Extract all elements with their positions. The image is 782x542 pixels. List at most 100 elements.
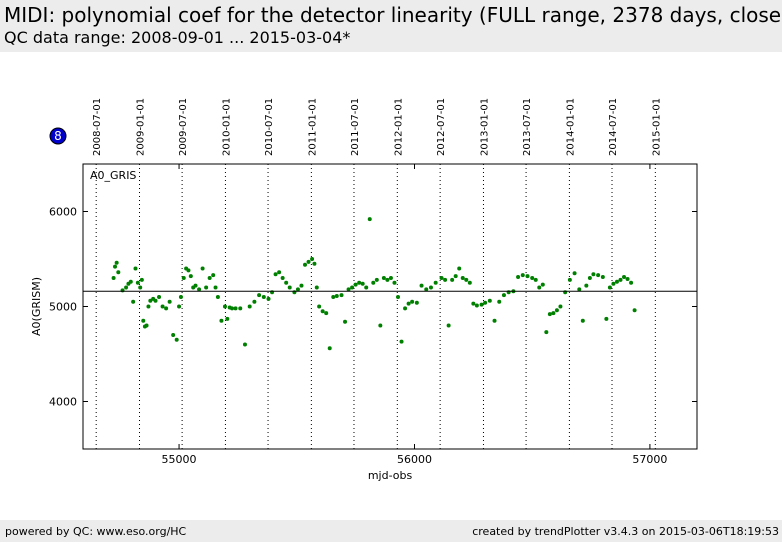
point (591, 272, 596, 277)
point (116, 270, 121, 275)
date-tick-label: 2014-01-01 (565, 98, 576, 156)
point (483, 300, 488, 305)
point (371, 280, 376, 285)
point (312, 261, 317, 266)
point (403, 306, 408, 311)
point (360, 281, 365, 286)
point (138, 285, 143, 290)
point (324, 311, 329, 316)
point (357, 280, 362, 285)
x-axis-label: mjd-obs (368, 469, 413, 482)
point (317, 304, 322, 309)
point (632, 308, 637, 313)
badge: 8 (54, 129, 62, 143)
date-tick-label: 2011-07-01 (350, 98, 361, 156)
point (419, 283, 424, 288)
date-tick-label: 2012-07-01 (436, 98, 447, 156)
point (287, 285, 292, 290)
date-tick-label: 2015-01-01 (651, 98, 662, 156)
point (343, 319, 348, 324)
point (148, 298, 153, 303)
point (277, 270, 282, 275)
point (406, 301, 411, 306)
point (577, 287, 582, 292)
point (207, 276, 212, 280)
point (428, 285, 433, 290)
point (295, 287, 300, 292)
point (222, 304, 227, 309)
point (414, 300, 419, 305)
point (614, 279, 619, 284)
point (242, 342, 247, 347)
point (584, 283, 589, 288)
point (113, 264, 118, 269)
subtitle: QC data range: 2008-09-01 ... 2015-03-04… (4, 28, 351, 47)
point (399, 339, 404, 344)
point (299, 283, 304, 288)
point (525, 274, 530, 279)
point (607, 285, 612, 290)
point (487, 298, 492, 303)
point (453, 274, 458, 279)
point (622, 275, 627, 280)
point (551, 311, 556, 316)
point (188, 274, 193, 279)
point (501, 293, 506, 298)
point (135, 280, 140, 285)
chart: 8 2008-07-01 2009-01-01 2009-07-01 2010-01-… (30, 98, 698, 482)
y-axis-label: A0(GRISM) (30, 277, 43, 336)
badge-circle (49, 127, 67, 145)
footer-right: created by trendPlotter v3.4.3 on 2015-0… (472, 525, 779, 538)
point (215, 295, 220, 299)
point (233, 306, 238, 311)
point (530, 276, 535, 280)
point (558, 304, 563, 309)
point (160, 304, 165, 309)
point (567, 277, 572, 282)
date-tick-label: 2012-01-01 (393, 98, 404, 156)
point (385, 277, 390, 282)
point (410, 299, 415, 304)
point (457, 266, 462, 271)
point (146, 304, 151, 309)
point (273, 272, 278, 277)
point (320, 309, 325, 314)
point (520, 273, 525, 278)
point (396, 295, 401, 299)
x-tick-label: 56000 (397, 453, 432, 466)
point (230, 306, 235, 311)
plot-area (82, 163, 698, 450)
point (618, 277, 623, 282)
header: MIDI: polynomial coef for the detector l… (0, 0, 782, 52)
point (177, 304, 182, 309)
point (252, 299, 257, 304)
date-tick-label: 2013-07-01 (522, 98, 533, 156)
footer-left: powered by QC: www.eso.org/HC (5, 525, 187, 538)
date-tick-label: 2010-01-01 (221, 98, 232, 156)
title: MIDI: polynomial coef for the detector l… (4, 3, 782, 27)
point (133, 266, 138, 271)
point (580, 318, 585, 323)
point (171, 333, 176, 337)
point (554, 308, 559, 313)
point (367, 217, 372, 222)
date-tick-label: 2014-07-01 (608, 98, 619, 156)
point (303, 262, 308, 267)
point (374, 277, 379, 282)
point (446, 323, 451, 328)
x-tick-label: 57000 (632, 453, 667, 466)
point (200, 266, 205, 271)
point (433, 280, 438, 285)
date-tick-label: 2009-07-01 (178, 98, 189, 156)
point (443, 277, 448, 282)
point (460, 276, 465, 280)
point (211, 273, 216, 278)
point (353, 282, 358, 287)
date-tick-label: 2013-01-01 (479, 98, 490, 156)
point (364, 285, 369, 290)
point (164, 306, 169, 311)
y-tick-label: 6000 (49, 206, 77, 219)
point (471, 301, 476, 306)
point (596, 273, 601, 278)
